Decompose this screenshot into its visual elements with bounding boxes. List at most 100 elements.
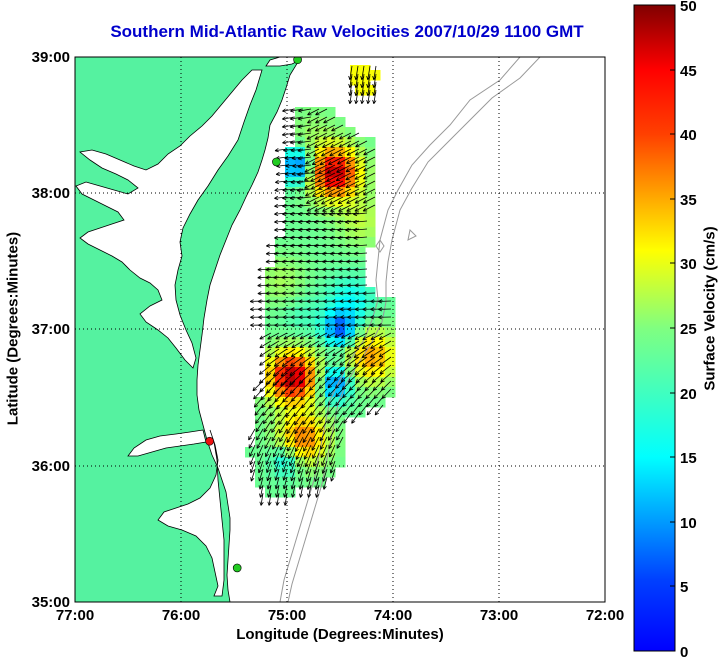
- velocity-arrow: [310, 412, 320, 425]
- velocity-arrow: [294, 436, 304, 452]
- velocity-arrow: [315, 116, 328, 124]
- velocity-arrow: [307, 356, 320, 366]
- velocity-cell: [365, 297, 376, 308]
- velocity-arrow: [314, 204, 328, 212]
- station-marker: [205, 436, 214, 446]
- velocity-arrow: [354, 188, 368, 196]
- velocity-cell: [315, 307, 326, 318]
- velocity-cell: [345, 217, 356, 228]
- velocity-cell: [325, 197, 336, 208]
- velocity-arrow: [286, 412, 296, 426]
- velocity-cell: [335, 457, 346, 468]
- velocity-arrow: [275, 340, 288, 349]
- velocity-cell: [325, 367, 336, 378]
- velocity-cell: [295, 107, 306, 118]
- velocity-arrow: [249, 460, 256, 474]
- velocity-cell: [335, 347, 346, 358]
- velocity-cell: [315, 347, 326, 358]
- velocity-arrow: [361, 356, 376, 367]
- velocity-cell: [315, 297, 326, 308]
- velocity-arrow: [366, 404, 376, 416]
- velocity-arrow: [360, 89, 365, 105]
- velocity-arrow: [297, 132, 312, 137]
- velocity-cell: [295, 227, 306, 238]
- velocity-arrow: [259, 380, 272, 393]
- velocity-arrow: [288, 444, 296, 460]
- velocity-arrow: [363, 172, 376, 180]
- velocity-arrow: [302, 412, 312, 426]
- velocity-arrow: [303, 444, 312, 460]
- velocity-cell: [305, 227, 316, 238]
- velocity-cell: [255, 427, 266, 438]
- velocity-arrow: [351, 412, 360, 424]
- velocity-arrow: [257, 452, 264, 466]
- velocity-arrow: [353, 235, 368, 240]
- velocity-arrow: [311, 428, 320, 443]
- velocity-cell: [325, 357, 336, 368]
- velocity-arrow: [323, 124, 336, 132]
- velocity-arrow: [332, 348, 344, 357]
- velocity-arrow: [326, 172, 344, 182]
- velocity-arrow: [306, 476, 312, 490]
- velocity-cell: [355, 317, 366, 328]
- velocity-cell: [295, 237, 306, 248]
- velocity-arrow: [337, 219, 352, 225]
- velocity-cell: [355, 337, 366, 348]
- velocity-cell: [315, 327, 326, 338]
- velocity-arrow: [290, 251, 304, 256]
- velocity-arrow: [278, 412, 288, 426]
- bathymetry-contours: [279, 57, 541, 602]
- velocity-arrow: [304, 452, 312, 468]
- velocity-arrow: [259, 348, 272, 357]
- axes-frame: [74, 56, 606, 603]
- velocity-cell: [285, 267, 296, 278]
- velocity-arrow: [291, 340, 304, 349]
- velocity-arrow: [312, 452, 320, 467]
- velocity-arrow: [327, 188, 344, 197]
- velocity-arrow: [306, 204, 320, 212]
- velocity-cell: [275, 277, 286, 288]
- velocity-arrow: [327, 420, 336, 433]
- velocity-arrow: [255, 420, 264, 433]
- velocity-arrow: [277, 404, 288, 418]
- velocity-arrow: [298, 364, 312, 376]
- velocity-arrow: [318, 380, 328, 390]
- velocity-cell: [295, 347, 306, 358]
- velocity-cell: [355, 397, 366, 408]
- velocity-arrow: [333, 340, 344, 348]
- velocity-arrow: [309, 396, 320, 408]
- velocity-arrow: [370, 364, 384, 375]
- y-tick-label: 36:00: [32, 458, 70, 475]
- velocity-arrow: [280, 364, 296, 377]
- velocity-cell: [375, 317, 386, 328]
- velocity-cell: [355, 157, 366, 168]
- velocity-cell: [315, 237, 326, 248]
- velocity-cell: [315, 247, 326, 258]
- velocity-cell: [365, 207, 376, 218]
- velocity-cell: [305, 357, 316, 368]
- velocity-cell: [375, 307, 386, 318]
- velocity-arrow: [321, 196, 336, 205]
- velocity-arrow: [263, 420, 272, 433]
- velocity-cell: [265, 327, 276, 338]
- velocity-cell: [275, 457, 286, 468]
- velocity-arrow: [326, 180, 344, 190]
- velocity-arrow: [296, 188, 312, 193]
- velocity-cell: [295, 267, 306, 278]
- velocity-cell: [325, 317, 336, 328]
- velocity-arrow: [259, 332, 272, 340]
- velocity-cell: [365, 377, 376, 388]
- velocity-cell: [345, 357, 356, 368]
- velocity-arrow: [313, 219, 328, 224]
- velocity-arrow: [286, 428, 296, 443]
- velocity-arrow: [265, 259, 280, 264]
- velocity-arrow: [347, 132, 360, 140]
- colorbar-tick-label: 45: [680, 63, 697, 80]
- velocity-arrow: [344, 211, 360, 217]
- velocity-arrow: [322, 275, 336, 280]
- velocity-arrow: [346, 267, 360, 272]
- velocity-cell: [335, 357, 346, 368]
- velocity-arrow: [292, 163, 304, 169]
- velocity-arrow: [297, 116, 312, 121]
- y-axis-ticks: 39:00 38:00 37:00 36:00 35:00: [32, 49, 70, 611]
